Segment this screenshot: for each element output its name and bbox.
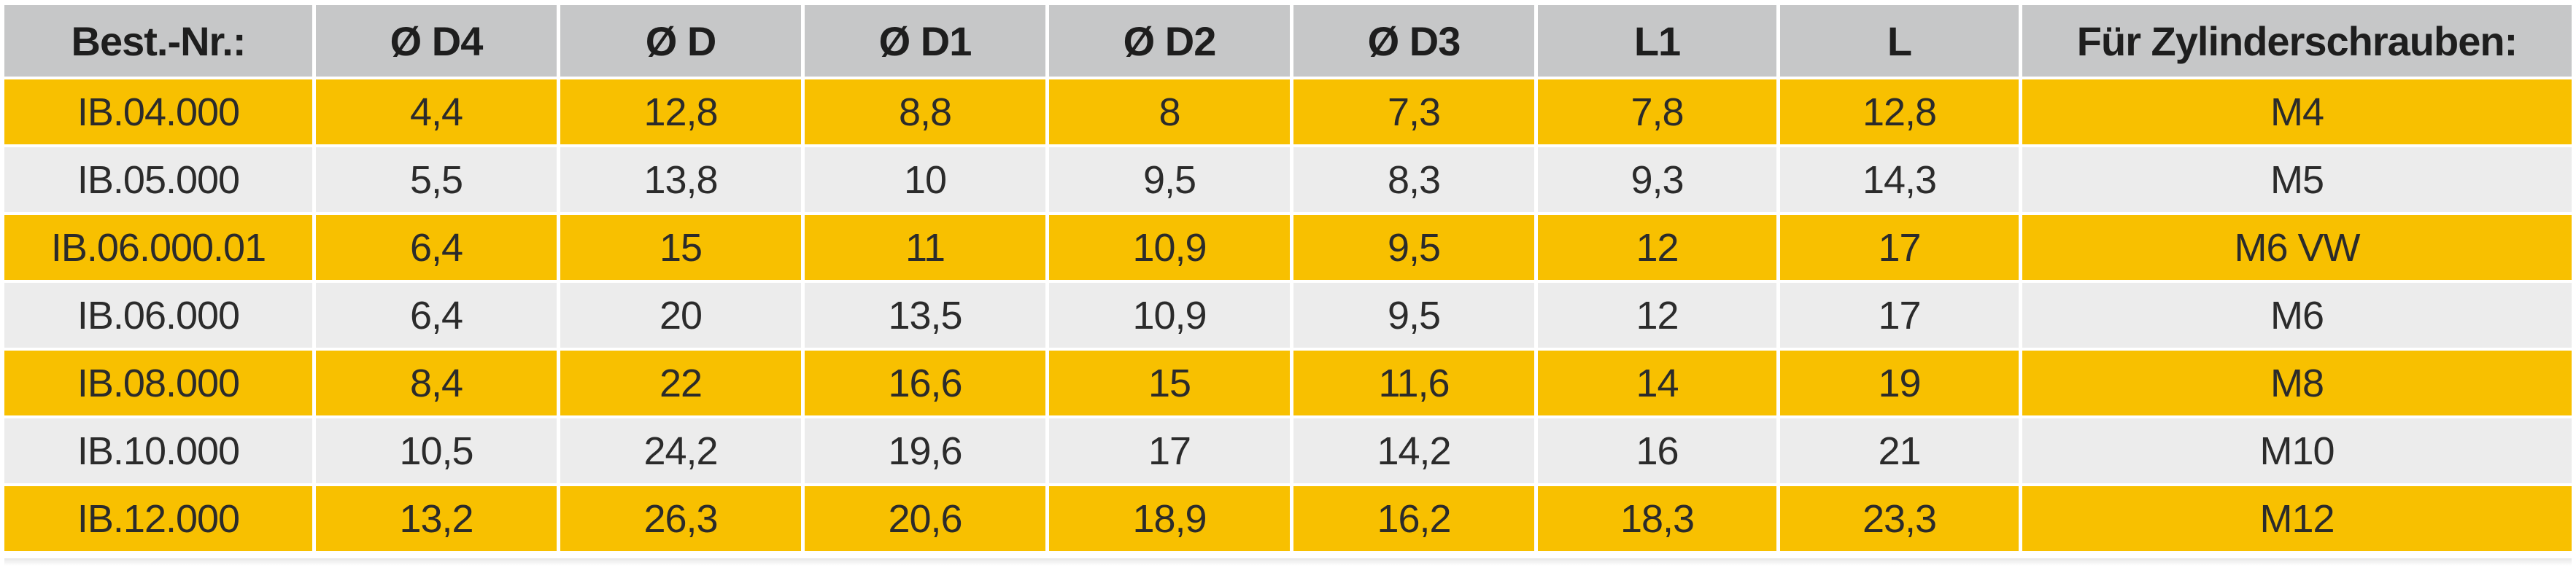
cell-l: 17	[1780, 215, 2022, 283]
cell-d4: 10,5	[316, 418, 560, 486]
header-l1: L1	[1538, 5, 1780, 79]
cell-d: 13,8	[560, 147, 805, 215]
cell-order-number: IB.05.000	[4, 147, 316, 215]
cell-screw-size: M6 VW	[2022, 215, 2572, 283]
cell-d4: 4,4	[316, 79, 560, 147]
cell-l1: 18,3	[1538, 486, 1780, 554]
table-row: IB.04.000 4,4 12,8 8,8 8 7,3 7,8 12,8 M4	[4, 79, 2572, 147]
table-row: IB.06.000.01 6,4 15 11 10,9 9,5 12 17 M6…	[4, 215, 2572, 283]
cell-d2: 10,9	[1049, 283, 1293, 351]
cell-d3: 9,5	[1293, 283, 1538, 351]
table-row: IB.06.000 6,4 20 13,5 10,9 9,5 12 17 M6	[4, 283, 2572, 351]
cell-d3: 8,3	[1293, 147, 1538, 215]
cell-order-number: IB.08.000	[4, 351, 316, 418]
cell-l: 14,3	[1780, 147, 2022, 215]
cell-order-number: IB.06.000.01	[4, 215, 316, 283]
cell-screw-size: M4	[2022, 79, 2572, 147]
cell-l1: 14	[1538, 351, 1780, 418]
cell-d2: 17	[1049, 418, 1293, 486]
cell-d: 20	[560, 283, 805, 351]
header-order-number: Best.-Nr.:	[4, 5, 316, 79]
cell-d1: 19,6	[805, 418, 1049, 486]
table-bottom-shadow	[4, 558, 2572, 566]
cell-d1: 11	[805, 215, 1049, 283]
dimensions-table: Best.-Nr.: Ø D4 Ø D Ø D1 Ø D2 Ø D3 L1 L …	[4, 5, 2572, 554]
cell-d2: 18,9	[1049, 486, 1293, 554]
table-row: IB.05.000 5,5 13,8 10 9,5 8,3 9,3 14,3 M…	[4, 147, 2572, 215]
table-row: IB.12.000 13,2 26,3 20,6 18,9 16,2 18,3 …	[4, 486, 2572, 554]
cell-order-number: IB.10.000	[4, 418, 316, 486]
cell-d1: 13,5	[805, 283, 1049, 351]
header-l: L	[1780, 5, 2022, 79]
cell-l1: 7,8	[1538, 79, 1780, 147]
cell-d1: 10	[805, 147, 1049, 215]
cell-l: 23,3	[1780, 486, 2022, 554]
cell-order-number: IB.06.000	[4, 283, 316, 351]
cell-d2: 8	[1049, 79, 1293, 147]
cell-l: 19	[1780, 351, 2022, 418]
cell-d3: 14,2	[1293, 418, 1538, 486]
cell-d: 22	[560, 351, 805, 418]
cell-d4: 6,4	[316, 283, 560, 351]
cell-screw-size: M12	[2022, 486, 2572, 554]
cell-d1: 16,6	[805, 351, 1049, 418]
cell-d2: 15	[1049, 351, 1293, 418]
cell-d3: 9,5	[1293, 215, 1538, 283]
cell-d: 26,3	[560, 486, 805, 554]
cell-l1: 9,3	[1538, 147, 1780, 215]
cell-d2: 9,5	[1049, 147, 1293, 215]
header-d: Ø D	[560, 5, 805, 79]
cell-l1: 16	[1538, 418, 1780, 486]
cell-d4: 8,4	[316, 351, 560, 418]
cell-d: 24,2	[560, 418, 805, 486]
cell-order-number: IB.04.000	[4, 79, 316, 147]
table-header-row: Best.-Nr.: Ø D4 Ø D Ø D1 Ø D2 Ø D3 L1 L …	[4, 5, 2572, 79]
cell-screw-size: M5	[2022, 147, 2572, 215]
cell-l: 17	[1780, 283, 2022, 351]
cell-d: 15	[560, 215, 805, 283]
cell-d1: 20,6	[805, 486, 1049, 554]
cell-d3: 16,2	[1293, 486, 1538, 554]
header-d3: Ø D3	[1293, 5, 1538, 79]
header-d1: Ø D1	[805, 5, 1049, 79]
table-row: IB.10.000 10,5 24,2 19,6 17 14,2 16 21 M…	[4, 418, 2572, 486]
cell-l: 12,8	[1780, 79, 2022, 147]
cell-d4: 6,4	[316, 215, 560, 283]
cell-l: 21	[1780, 418, 2022, 486]
cell-l1: 12	[1538, 215, 1780, 283]
cell-order-number: IB.12.000	[4, 486, 316, 554]
cell-screw-size: M8	[2022, 351, 2572, 418]
cell-l1: 12	[1538, 283, 1780, 351]
cell-d4: 5,5	[316, 147, 560, 215]
cell-d3: 7,3	[1293, 79, 1538, 147]
header-d4: Ø D4	[316, 5, 560, 79]
cell-d3: 11,6	[1293, 351, 1538, 418]
cell-screw-size: M6	[2022, 283, 2572, 351]
cell-screw-size: M10	[2022, 418, 2572, 486]
cell-d1: 8,8	[805, 79, 1049, 147]
cell-d4: 13,2	[316, 486, 560, 554]
header-d2: Ø D2	[1049, 5, 1293, 79]
table-row: IB.08.000 8,4 22 16,6 15 11,6 14 19 M8	[4, 351, 2572, 418]
cell-d: 12,8	[560, 79, 805, 147]
cell-d2: 10,9	[1049, 215, 1293, 283]
header-screw-size: Für Zylinderschrauben:	[2022, 5, 2572, 79]
